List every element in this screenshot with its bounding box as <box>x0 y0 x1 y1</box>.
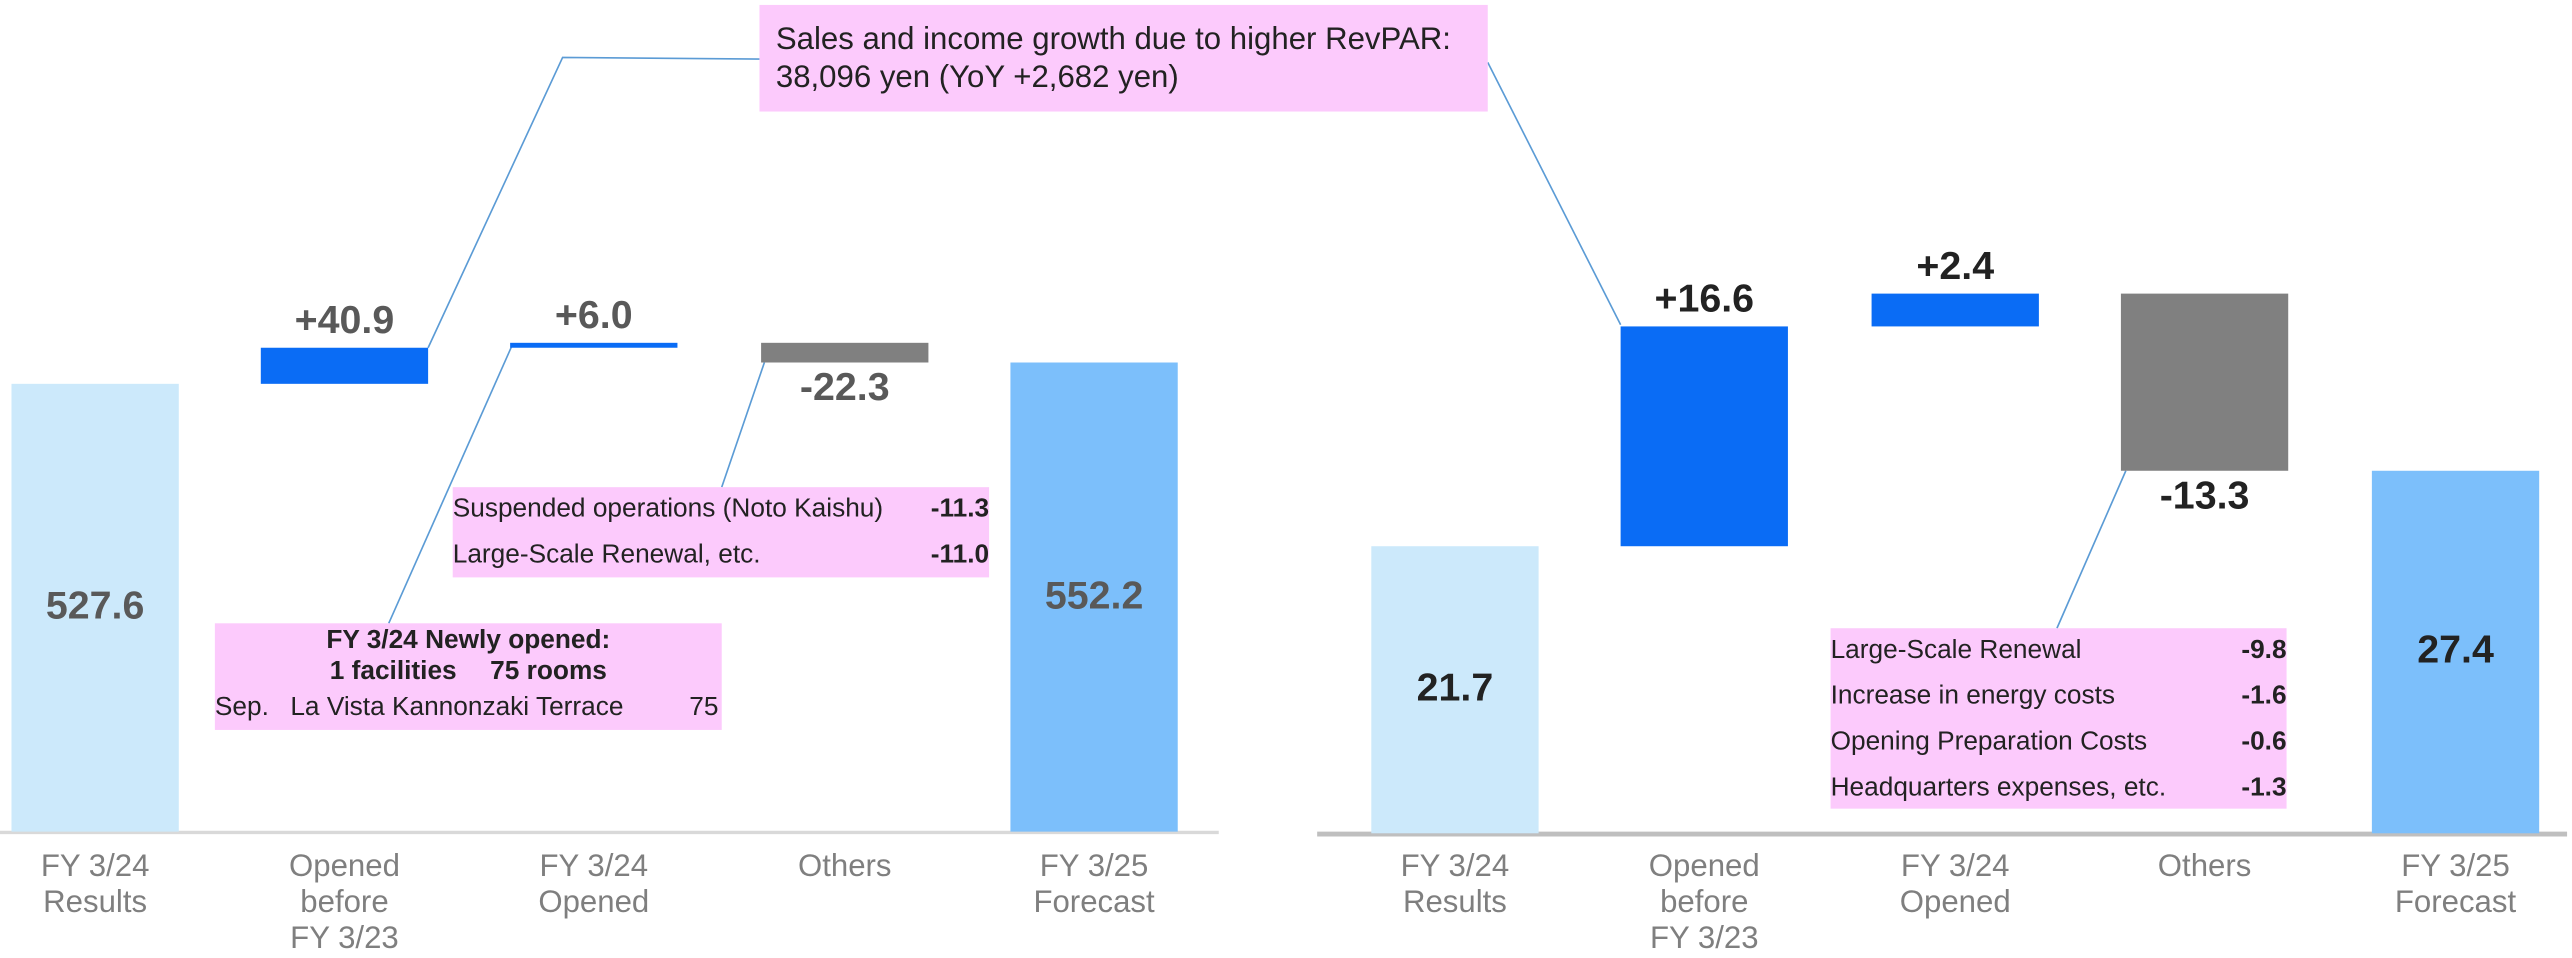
value-label: +6.0 <box>554 293 633 338</box>
x-tick-label: Others <box>2157 849 2252 885</box>
item-value: -0.6 <box>2241 728 2287 757</box>
value-label: -22.3 <box>799 365 890 410</box>
bar <box>761 342 929 363</box>
x-tick-label: Others <box>797 849 892 885</box>
bar <box>510 342 678 348</box>
bar <box>1371 545 1539 834</box>
item: Large-Scale Renewal, etc. <box>452 541 761 570</box>
callout: Sales and income growth due to higher Re… <box>759 4 1488 112</box>
value-label: +40.9 <box>294 298 395 344</box>
connector <box>720 362 766 488</box>
x-tick-label: FY 3/24 Opened <box>1899 849 2011 921</box>
bar <box>1871 294 2039 326</box>
item: Suspended operations (Noto Kaishu) <box>452 495 884 524</box>
callout-row: Suspended operations (Noto Kaishu) -11.3 <box>453 487 989 533</box>
value-label: 21.7 <box>1416 666 1494 711</box>
value-label: +16.6 <box>1654 276 1755 322</box>
item: Headquarters expenses, etc. <box>1830 774 2167 803</box>
callout: Large-Scale Renewal -9.8 Increase in ener… <box>1830 628 2287 809</box>
bar <box>11 383 179 832</box>
value-label: 527.6 <box>45 584 145 629</box>
connector <box>1487 61 1622 326</box>
item-value: -9.8 <box>2241 636 2287 665</box>
bar <box>2120 294 2289 471</box>
x-tick-label: FY 3/25 Forecast <box>1033 849 1155 921</box>
bar <box>1620 325 1788 546</box>
value-label: 27.4 <box>2417 628 2494 674</box>
item: Increase in energy costs <box>1830 682 2116 711</box>
bar <box>260 347 429 384</box>
item-value: -1.6 <box>2241 682 2287 711</box>
x-tick-label: FY 3/24 Results <box>1400 849 1510 921</box>
bar <box>1010 362 1178 832</box>
month: Sep. <box>214 693 269 722</box>
value-label: -13.3 <box>2159 473 2250 518</box>
callout-row: Increase in energy costs -1.6 <box>1831 674 2287 720</box>
rooms: 75 <box>689 693 719 722</box>
callout-heading: FY 3/24 Newly opened: 1 facilities 75 ro… <box>326 626 611 686</box>
x-tick-label: FY 3/25 Forecast <box>2394 849 2517 921</box>
facility: La Vista Kannonzaki Terrace <box>290 693 624 722</box>
callout-row: Large-Scale Renewal, etc. -11.0 <box>453 533 989 579</box>
callout-row: Opening Preparation Costs -0.6 <box>1831 720 2287 766</box>
item-value: -11.0 <box>930 541 990 570</box>
value-label: +2.4 <box>1916 244 1995 290</box>
callout-row: Large-Scale Renewal -9.8 <box>1831 628 2287 674</box>
item-value: -11.3 <box>930 495 990 524</box>
item: Large-Scale Renewal <box>1830 636 2082 665</box>
callout-row: Sep. La Vista Kannonzaki Terrace 75 <box>215 687 722 730</box>
value-label: 552.2 <box>1044 573 1144 619</box>
connector <box>427 56 760 349</box>
item: Opening Preparation Costs <box>1830 728 2148 757</box>
x-tick-label: FY 3/24 Opened <box>538 849 650 921</box>
bar <box>2371 470 2540 834</box>
x-tick-label: Opened before FY 3/23 <box>289 849 400 957</box>
connector <box>2056 470 2127 629</box>
item-value: -1.3 <box>2241 774 2287 803</box>
x-tick-label: Opened before FY 3/23 <box>1648 849 1760 957</box>
callout: Suspended operations (Noto Kaishu) -11.3 … <box>452 487 989 579</box>
callout-row: Headquarters expenses, etc. -1.3 <box>1831 766 2287 812</box>
connector <box>388 345 513 624</box>
callout: FY 3/24 Newly opened: 1 facilities 75 ro… <box>214 623 722 730</box>
x-tick-label: FY 3/24 Results <box>40 849 150 921</box>
